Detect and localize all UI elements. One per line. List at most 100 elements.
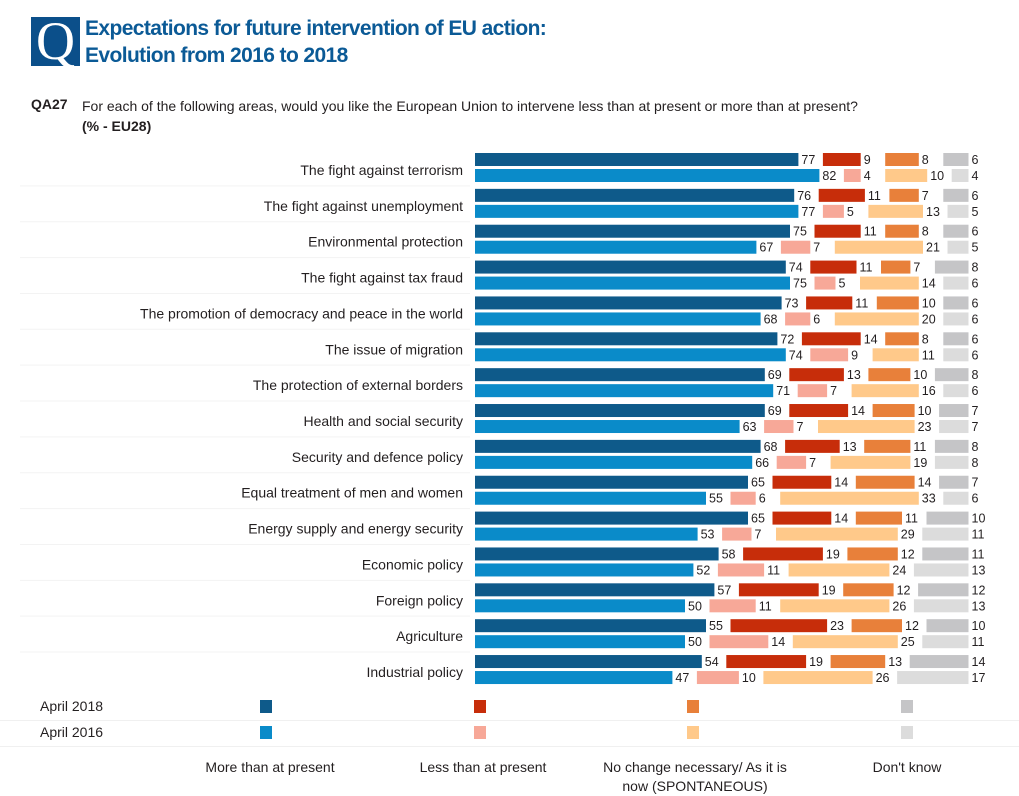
- bar-nochange-2018: [885, 332, 919, 346]
- legend-swatch-less-2016: [474, 726, 486, 739]
- value-label-nochange-2018: 14: [918, 476, 932, 490]
- bar-less-2016: [785, 312, 811, 326]
- value-label-more-2016: 71: [776, 384, 790, 398]
- value-label-less-2016: 11: [767, 563, 780, 577]
- bar-more-2016: [475, 420, 740, 434]
- legend-swatch-nochange-2016: [687, 726, 699, 739]
- bar-dk-2018: [943, 224, 969, 238]
- legend-label-nochange-line2: now (SPONTANEOUS): [622, 778, 768, 794]
- bar-nochange-2016: [792, 635, 898, 649]
- category-group: Security and defence policy 68 13 11 8 66 7 19 8: [20, 436, 979, 470]
- value-label-less-2018: 11: [864, 225, 877, 239]
- value-label-dk-2016: 5: [972, 205, 979, 219]
- value-label-less-2016: 11: [759, 599, 772, 613]
- value-label-dk-2018: 6: [972, 225, 979, 239]
- bar-dk-2018: [943, 188, 969, 202]
- bar-nochange-2016: [776, 527, 898, 541]
- value-label-nochange-2018: 12: [901, 547, 915, 561]
- category-label: Security and defence policy: [292, 449, 463, 465]
- bar-more-2018: [475, 547, 719, 561]
- value-label-nochange-2016: 21: [926, 241, 940, 255]
- bar-nochange-2018: [881, 260, 911, 274]
- value-label-less-2018: 14: [864, 332, 878, 346]
- bar-dk-2018: [934, 368, 969, 382]
- bar-nochange-2016: [830, 455, 911, 469]
- category-group: Equal treatment of men and women 65 14 14 7 5…: [20, 472, 979, 506]
- value-label-dk-2016: 17: [972, 671, 986, 685]
- value-label-more-2016: 55: [709, 492, 723, 506]
- value-label-more-2018: 73: [785, 296, 799, 310]
- legend-label-more: More than at present: [205, 759, 335, 775]
- value-label-nochange-2018: 12: [897, 583, 911, 597]
- value-label-more-2018: 65: [751, 512, 765, 526]
- bar-less-2016: [822, 204, 844, 218]
- bar-nochange-2016: [868, 204, 923, 218]
- bar-dk-2018: [922, 547, 969, 561]
- value-label-nochange-2018: 12: [905, 619, 919, 633]
- bar-more-2016: [475, 527, 698, 541]
- title-line-1: Expectations for future intervention of …: [85, 17, 547, 40]
- bar-more-2018: [475, 260, 786, 274]
- bar-nochange-2018: [876, 296, 919, 310]
- category-label: The protection of external borders: [253, 377, 463, 393]
- bar-dk-2018: [909, 655, 969, 669]
- value-label-less-2016: 10: [742, 671, 756, 685]
- legend-row-2016: April 2016: [0, 720, 1019, 747]
- bar-more-2018: [475, 296, 782, 310]
- value-label-dk-2016: 13: [972, 563, 986, 577]
- bar-dk-2016: [922, 635, 969, 649]
- value-label-dk-2016: 11: [972, 528, 985, 542]
- bar-less-2018: [818, 188, 865, 202]
- bar-more-2018: [475, 332, 778, 346]
- value-label-more-2016: 67: [759, 241, 773, 255]
- value-label-nochange-2016: 13: [926, 205, 940, 219]
- value-label-dk-2018: 6: [972, 296, 979, 310]
- bar-less-2018: [789, 404, 849, 418]
- value-label-less-2016: 6: [813, 312, 820, 326]
- bar-nochange-2016: [818, 420, 915, 434]
- value-label-more-2018: 69: [768, 368, 782, 382]
- value-label-less-2016: 7: [797, 420, 804, 434]
- value-label-nochange-2016: 29: [901, 528, 915, 542]
- value-label-nochange-2018: 11: [913, 440, 926, 454]
- value-label-less-2016: 6: [759, 492, 766, 506]
- question-text: For each of the following areas, would y…: [82, 98, 858, 114]
- bar-nochange-2018: [851, 619, 902, 633]
- bar-dk-2018: [918, 583, 969, 597]
- bar-more-2016: [475, 491, 706, 505]
- bar-nochange-2016: [860, 276, 919, 290]
- bar-more-2018: [475, 224, 790, 238]
- bar-dk-2016: [943, 312, 969, 326]
- category-label: Equal treatment of men and women: [241, 485, 463, 501]
- category-group: The protection of external borders 69 13 10…: [20, 364, 979, 398]
- category-label: Energy supply and energy security: [248, 521, 463, 537]
- value-label-nochange-2018: 10: [922, 296, 936, 310]
- title-line-2: Evolution from 2016 to 2018: [85, 44, 348, 67]
- category-group: The fight against terrorism 77 9 8 6 82 4 10 4: [300, 153, 979, 183]
- bar-dk-2018: [943, 153, 969, 166]
- value-label-more-2018: 57: [717, 583, 731, 597]
- value-label-nochange-2016: 14: [922, 277, 936, 291]
- value-label-dk-2016: 6: [972, 312, 979, 326]
- bar-less-2018: [726, 655, 807, 669]
- bar-nochange-2018: [830, 655, 886, 669]
- value-label-more-2016: 50: [688, 635, 702, 649]
- value-label-less-2018: 13: [847, 368, 861, 382]
- value-label-more-2018: 74: [789, 261, 803, 275]
- bar-more-2018: [475, 511, 748, 525]
- bar-less-2018: [738, 583, 819, 597]
- value-label-more-2016: 53: [701, 528, 715, 542]
- value-label-nochange-2018: 10: [918, 404, 932, 418]
- bar-dk-2016: [913, 563, 969, 577]
- bar-nochange-2018: [855, 511, 902, 525]
- bar-less-2016: [814, 276, 836, 290]
- value-label-more-2016: 50: [688, 599, 702, 613]
- value-label-dk-2016: 6: [972, 384, 979, 398]
- bar-dk-2016: [943, 384, 969, 398]
- value-label-less-2016: 7: [755, 528, 762, 542]
- category-label: Agriculture: [396, 628, 463, 644]
- bar-less-2016: [730, 491, 756, 505]
- bar-less-2016: [696, 671, 739, 685]
- value-label-more-2018: 75: [793, 225, 807, 239]
- bar-nochange-2016: [780, 599, 890, 613]
